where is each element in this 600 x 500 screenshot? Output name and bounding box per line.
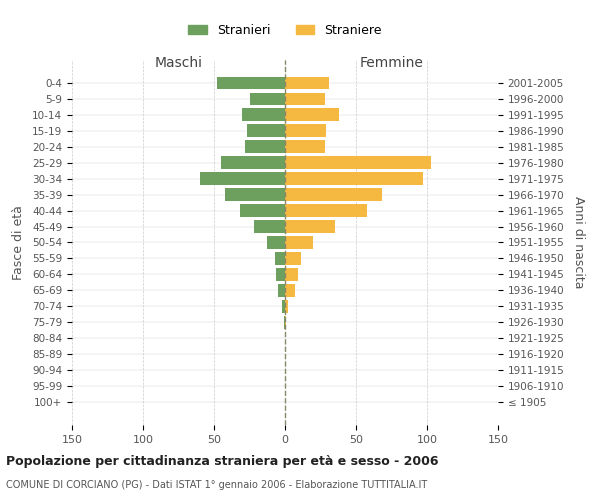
Bar [250,92,285,106]
Text: Femmine: Femmine [359,56,424,70]
Bar [254,220,285,233]
Y-axis label: Anni di nascita: Anni di nascita [572,196,586,289]
Bar [285,236,313,249]
Bar [239,204,285,217]
Y-axis label: Fasce di età: Fasce di età [12,205,25,280]
Bar [285,300,288,312]
Bar [285,92,325,106]
Bar [221,156,285,169]
Bar [285,76,329,90]
Bar [217,76,285,90]
Text: Maschi: Maschi [155,56,203,70]
Bar [285,220,335,233]
Bar [285,156,431,169]
Bar [285,188,382,201]
Text: COMUNE DI CORCIANO (PG) - Dati ISTAT 1° gennaio 2006 - Elaborazione TUTTITALIA.I: COMUNE DI CORCIANO (PG) - Dati ISTAT 1° … [6,480,427,490]
Bar [285,316,286,328]
Bar [285,204,367,217]
Bar [285,268,298,281]
Bar [278,284,285,296]
Legend: Stranieri, Straniere: Stranieri, Straniere [183,19,387,42]
Bar [284,316,285,328]
Bar [277,268,285,281]
Bar [247,124,285,137]
Bar [285,284,295,296]
Bar [285,140,325,153]
Bar [226,188,285,201]
Bar [285,172,423,185]
Bar [285,252,301,265]
Bar [200,172,285,185]
Bar [282,300,285,312]
Bar [285,108,339,122]
Bar [245,140,285,153]
Bar [275,252,285,265]
Bar [266,236,285,249]
Text: Popolazione per cittadinanza straniera per età e sesso - 2006: Popolazione per cittadinanza straniera p… [6,455,439,468]
Bar [285,124,326,137]
Bar [242,108,285,122]
